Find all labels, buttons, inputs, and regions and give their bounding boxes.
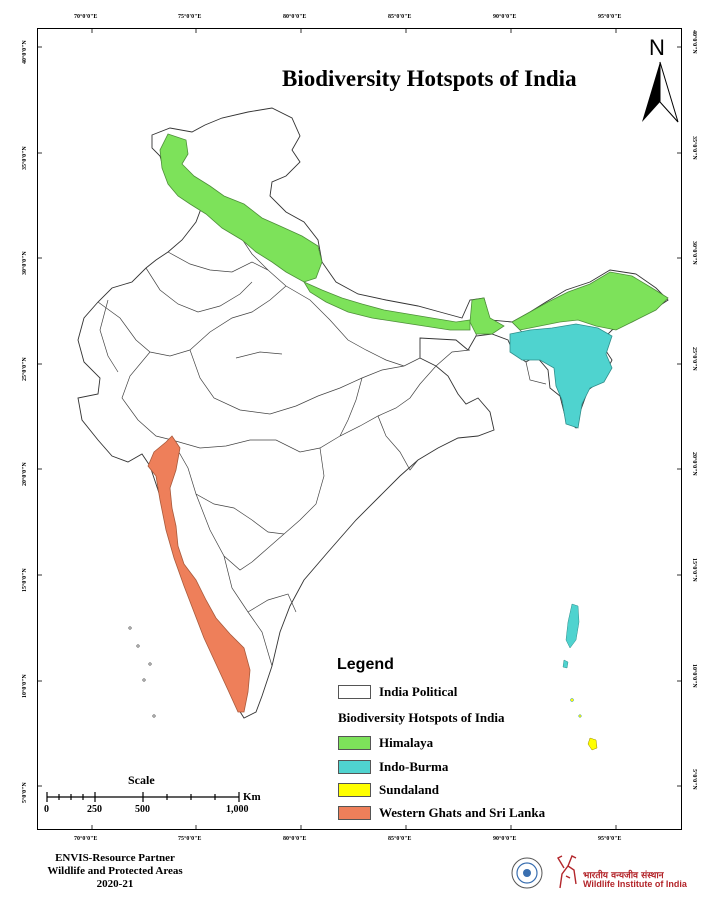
scale-tick-label: 250 [87,804,102,815]
legend-subtitle: Biodiversity Hotspots of India [338,710,505,725]
lon-label-top: 80°0'0"E [283,14,307,20]
lon-label-top: 75°0'0"E [178,14,202,20]
legend-swatch [338,685,371,699]
north-arrow-icon [642,61,679,123]
lon-label-bottom: 90°0'0"E [493,836,517,842]
lat-label-right: 10°0'0"N [691,664,697,688]
legend-swatch [338,736,371,750]
lon-label-top: 95°0'0"E [598,14,622,20]
institute-name-english: Wildlife Institute of India [583,879,687,889]
map-frame [37,28,682,830]
himalaya-hotspot [159,133,669,335]
legend-label: Himalaya [379,735,434,750]
scale-title: Scale [128,773,155,787]
lon-label-bottom: 80°0'0"E [283,836,307,842]
lon-label-bottom: 75°0'0"E [178,836,202,842]
legend-label: Indo-Burma [379,759,449,774]
legend-label: Sundaland [379,782,439,797]
legend-swatch [338,783,371,797]
map-title: Biodiversity Hotspots of India [282,66,577,91]
lat-label-right: 35°0'0"N [691,136,697,160]
lat-label-left: 40°0'0"N [22,40,28,64]
lat-label-left: 10°0'0"N [22,674,28,698]
lon-label-top: 90°0'0"E [493,14,517,20]
lat-label-left: 5°0'0"N [22,782,28,803]
andaman-islands [565,603,580,649]
india-political-outline [77,107,669,719]
lat-label-left: 30°0'0"N [22,251,28,275]
lat-label-right: 5°0'0"N [691,769,697,790]
nicobar-islands [587,737,598,751]
lat-label-right: 30°0'0"N [691,241,697,265]
legend-swatch [338,760,371,774]
north-label: N [649,35,665,60]
lat-label-right: 15°0'0"N [691,558,697,582]
lon-label-top: 85°0'0"E [388,14,412,20]
institute-name-hindi: भारतीय वन्यजीव संस्थान [583,871,664,881]
credits-block: ENVIS-Resource Partner Wildlife and Prot… [30,852,200,891]
lat-label-left: 20°0'0"N [22,462,28,486]
lat-label-right: 25°0'0"N [691,347,697,371]
lat-label-left: 15°0'0"N [22,568,28,592]
lat-label-left: 35°0'0"N [22,146,28,170]
wii-deer-logo-icon [557,855,577,889]
scale-tick-label: 0 [44,804,49,815]
andaman-islands-south [562,659,569,669]
lon-label-bottom: 70°0'0"E [74,836,98,842]
andaman-nicobar-islands [562,603,598,751]
legend-label: India Political [379,684,458,699]
lat-label-right: 40°0'0"N [691,30,697,54]
lon-label-top: 70°0'0"E [74,14,98,20]
lakshadweep-islands [128,626,156,718]
nicobar-islet [570,698,574,702]
nicobar-islet-2 [578,714,582,718]
western-ghats-hotspot [147,435,251,713]
state-boundaries [97,205,571,667]
legend-label: Western Ghats and Sri Lanka [379,805,546,820]
credits-line: 2020-21 [96,878,134,890]
legend-title: Legend [337,656,394,673]
scale-unit: Km [243,791,261,803]
lat-label-right: 20°0'0"N [691,452,697,476]
credits-line: ENVIS-Resource Partner [55,852,175,864]
credits-line: Wildlife and Protected Areas [47,865,183,877]
scale-bar [46,792,240,802]
scale-tick-label: 500 [135,804,150,815]
lon-label-bottom: 95°0'0"E [598,836,622,842]
indo-burma-hotspot [509,323,613,429]
legend-swatch [338,806,371,820]
graticule-ticks [37,28,682,830]
scale-tick-label: 1,000 [226,804,249,815]
lon-label-bottom: 85°0'0"E [388,836,412,842]
envis-logo-icon [511,857,543,889]
lat-label-left: 25°0'0"N [22,357,28,381]
